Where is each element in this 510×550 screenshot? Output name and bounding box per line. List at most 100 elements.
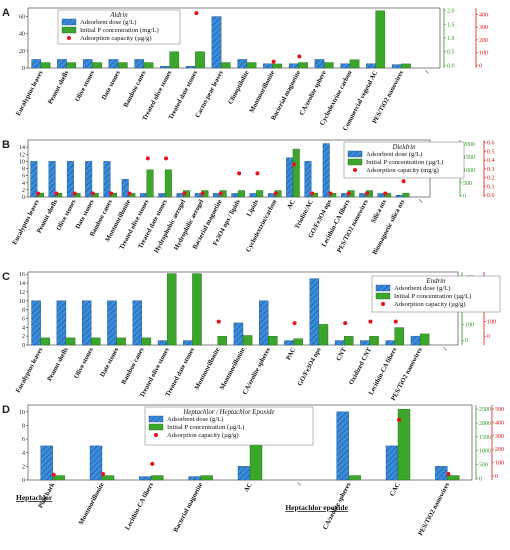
category-label: Lecithin-CA fibers — [124, 481, 155, 531]
left-tick-label: 16 — [19, 272, 25, 278]
bar-adsorbent-dose — [160, 66, 170, 69]
bar-adsorbent-dose — [263, 63, 273, 69]
bar-adsorbent-dose — [176, 193, 184, 198]
right-green-tick-label: 0.5 — [447, 50, 455, 56]
legend-label-adsorption-capacity: Adsorption capacity (µg/g) — [167, 432, 239, 439]
category-label: Date stones — [101, 69, 122, 101]
bar-adsorbent-dose — [56, 300, 67, 346]
right-red-tick-label: 0.6 — [487, 141, 495, 147]
point-adsorption-capacity — [310, 191, 315, 196]
legend-swatch-blue — [148, 415, 164, 423]
bar-adsorbent-dose — [336, 411, 349, 481]
left-tick-label: 0 — [22, 195, 25, 201]
bar-adsorbent-dose — [340, 63, 351, 69]
right-red-tick-label: 0 — [487, 334, 490, 340]
legend-swatch-blue — [375, 284, 391, 292]
left-tick-label: 10 — [19, 410, 25, 416]
bar-adsorbent-dose — [237, 466, 251, 481]
bar-initial-concentration — [101, 475, 115, 481]
left-tick-label: 6 — [22, 437, 25, 443]
category-label: / — [442, 347, 450, 353]
right-red-tick-label: 400 — [479, 12, 488, 18]
right-green-tick-label: 1000 — [463, 168, 475, 174]
category-label: Treated date stones — [164, 346, 196, 398]
category-label: Montmorillonite — [248, 70, 276, 114]
point-adsorption-capacity — [164, 156, 169, 161]
point-adsorption-capacity — [346, 191, 351, 196]
bar-initial-concentration — [164, 169, 172, 198]
left-tick-label: 2 — [22, 188, 25, 194]
category-label: CA/zeolite spheres — [241, 346, 272, 396]
panel-label-a: A — [2, 7, 10, 19]
category-label: Olive stones — [74, 69, 96, 103]
bar-initial-concentration — [349, 59, 360, 69]
bar-initial-concentration — [217, 336, 228, 346]
bar-initial-concentration — [40, 62, 51, 69]
left-tick-label: 0 — [22, 66, 25, 72]
bar-adsorbent-dose — [132, 300, 143, 346]
category-label: Oxidized CNT — [348, 346, 374, 386]
legend-label-adsorbent-dose: Adsorbent dose (g/L) — [80, 19, 136, 26]
point-adsorption-capacity — [297, 54, 302, 59]
point-adsorption-capacity — [145, 156, 150, 161]
right-green-tick-label: 1500 — [479, 435, 491, 441]
right-green-tick-label: 500 — [479, 463, 488, 469]
bar-adsorbent-dose — [121, 178, 129, 198]
category-label: PES/TiO2 nanowires — [417, 481, 451, 537]
bar-adsorbent-dose — [314, 59, 325, 69]
bar-adsorbent-dose — [188, 476, 201, 481]
bar-adsorbent-dose — [57, 59, 67, 69]
bar-adsorbent-dose — [395, 195, 403, 198]
left-tick-label: 2 — [22, 334, 25, 340]
bar-initial-concentration — [141, 337, 152, 346]
point-adsorption-capacity — [255, 171, 260, 176]
right-green-tick-label: 2500 — [479, 407, 491, 413]
point-adsorption-capacity — [36, 191, 41, 196]
bar-adsorbent-dose — [309, 278, 320, 346]
legend-swatch-green — [375, 292, 391, 300]
legend-label-initial-concentration: Initial P concentration (mg/L) — [80, 27, 159, 34]
bar-adsorbent-dose — [284, 340, 294, 346]
bar-adsorbent-dose — [66, 161, 74, 198]
bar-adsorbent-dose — [377, 193, 385, 198]
right-red-tick-label: 0.3 — [487, 167, 495, 173]
bar-adsorbent-dose — [385, 445, 399, 481]
right-red-tick-label: 0 — [495, 474, 498, 480]
bar-initial-concentration — [151, 475, 164, 481]
left-tick-label: 14 — [19, 145, 25, 151]
panel-a: A 0 20 40 60 0.0 0.5 1.0 1.5 2.0 0 100 200 300 400 Euca… — [2, 7, 488, 132]
right-red-tick-label: 0.1 — [487, 184, 495, 190]
category-label: Peanut shells — [47, 69, 71, 105]
point-adsorption-capacity — [368, 319, 373, 324]
chart-title: Dieldrin — [391, 144, 416, 151]
bar-initial-concentration — [256, 190, 264, 198]
category-label: / — [296, 482, 304, 488]
bar-adsorbent-dose — [322, 143, 330, 198]
right-green-tick-label: 0 — [465, 338, 468, 344]
right-red-tick-label: 0.4 — [487, 158, 495, 164]
right-green-tick-label: 0.0 — [447, 63, 455, 69]
left-tick-label: 2 — [22, 464, 25, 470]
category-label: Eucalyptus leaves — [11, 198, 41, 246]
point-adsorption-capacity — [218, 191, 223, 196]
legend-label-adsorption-capacity: Adsorption capacity (mg/g) — [366, 167, 439, 174]
bar-adsorbent-dose — [231, 193, 239, 198]
right-green-tick-label: 500 — [463, 181, 472, 187]
right-red-tick-label: 100 — [495, 461, 504, 467]
left-tick-label: 4 — [22, 451, 25, 457]
left-tick-label: 4 — [22, 325, 25, 331]
category-label: CAC — [389, 481, 402, 497]
right-red-tick-label: 200 — [479, 38, 488, 44]
category-label: Montmorillonite — [193, 347, 221, 391]
right-red-tick-label: 200 — [495, 447, 504, 453]
point-adsorption-capacity — [182, 191, 187, 196]
bar-adsorbent-dose — [108, 59, 119, 69]
bar-adsorbent-dose — [359, 193, 367, 198]
right-red-tick-label: 0.2 — [487, 176, 495, 182]
legend-label-adsorption-capacity: Adsorption capacity (µg/g) — [80, 35, 152, 42]
legend-label-initial-concentration: Initial P concentration (µg/L) — [394, 293, 471, 300]
point-adsorption-capacity — [237, 171, 242, 176]
panel-b: B0246810121405001000150020000.00.10.20.3… — [2, 139, 495, 256]
left-tick-label: 10 — [19, 159, 25, 165]
